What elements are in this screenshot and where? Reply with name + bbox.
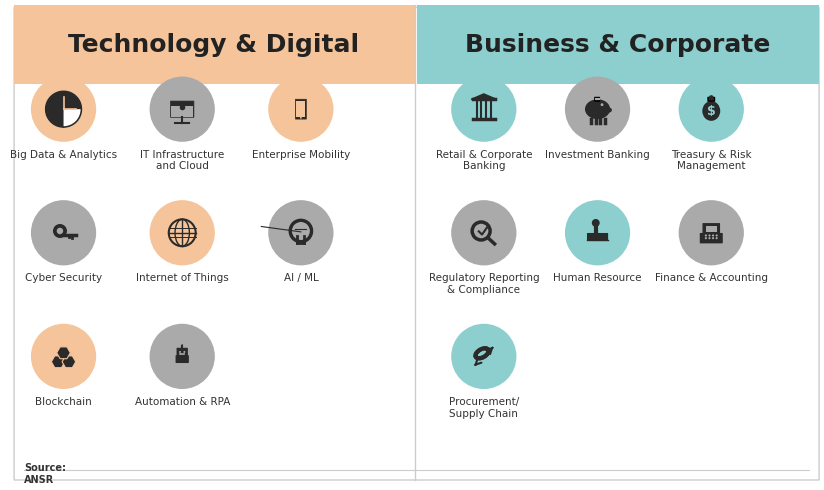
Circle shape	[679, 200, 744, 266]
Circle shape	[269, 76, 334, 142]
Text: Internet of Things: Internet of Things	[136, 273, 228, 283]
Circle shape	[452, 76, 517, 142]
Text: Human Resource: Human Resource	[553, 273, 642, 283]
FancyBboxPatch shape	[14, 7, 819, 480]
Circle shape	[565, 76, 630, 142]
Circle shape	[709, 95, 714, 100]
Text: $: $	[707, 105, 715, 119]
Circle shape	[705, 237, 707, 239]
Circle shape	[300, 117, 302, 119]
Circle shape	[601, 103, 603, 106]
FancyBboxPatch shape	[176, 356, 188, 362]
FancyBboxPatch shape	[595, 98, 599, 101]
Polygon shape	[471, 94, 496, 99]
FancyBboxPatch shape	[171, 106, 193, 117]
Circle shape	[150, 324, 215, 389]
FancyBboxPatch shape	[417, 5, 819, 84]
Circle shape	[709, 237, 710, 239]
Text: IT Infrastructure
and Cloud: IT Infrastructure and Cloud	[140, 150, 224, 172]
Circle shape	[269, 200, 334, 266]
Circle shape	[712, 237, 714, 239]
Circle shape	[181, 344, 183, 346]
Circle shape	[679, 76, 744, 142]
Ellipse shape	[605, 107, 612, 113]
Text: Retail & Corporate
Banking: Retail & Corporate Banking	[436, 150, 532, 172]
Circle shape	[565, 200, 630, 266]
FancyBboxPatch shape	[706, 226, 717, 232]
Text: Enterprise Mobility: Enterprise Mobility	[252, 150, 350, 160]
Text: Source:
ANSR: Source: ANSR	[24, 463, 66, 485]
FancyBboxPatch shape	[171, 101, 194, 117]
Polygon shape	[57, 347, 70, 359]
Circle shape	[57, 228, 63, 234]
Text: Cyber Security: Cyber Security	[25, 273, 102, 283]
Text: Blockchain: Blockchain	[35, 397, 92, 407]
Wedge shape	[63, 109, 82, 127]
Text: Business & Corporate: Business & Corporate	[465, 33, 770, 57]
FancyBboxPatch shape	[296, 99, 307, 119]
Circle shape	[715, 237, 718, 239]
Circle shape	[54, 225, 66, 237]
Circle shape	[709, 234, 710, 237]
Text: Regulatory Reporting
& Compliance: Regulatory Reporting & Compliance	[428, 273, 539, 295]
FancyBboxPatch shape	[588, 234, 607, 240]
Wedge shape	[63, 109, 81, 126]
Circle shape	[715, 234, 718, 237]
FancyBboxPatch shape	[14, 5, 414, 84]
Circle shape	[592, 219, 600, 227]
Text: Investment Banking: Investment Banking	[545, 150, 650, 160]
FancyBboxPatch shape	[700, 234, 722, 243]
Polygon shape	[51, 356, 65, 368]
Circle shape	[452, 324, 517, 389]
Polygon shape	[62, 356, 76, 368]
Ellipse shape	[702, 101, 720, 121]
Ellipse shape	[585, 99, 610, 119]
Circle shape	[705, 234, 707, 237]
Wedge shape	[45, 91, 82, 127]
FancyBboxPatch shape	[177, 348, 187, 356]
Circle shape	[31, 76, 96, 142]
Text: Automation & RPA: Automation & RPA	[134, 397, 230, 407]
Text: AI / ML: AI / ML	[283, 273, 318, 283]
Circle shape	[150, 200, 215, 266]
Circle shape	[712, 234, 714, 237]
Circle shape	[184, 351, 185, 353]
Circle shape	[452, 200, 517, 266]
Text: Technology & Digital: Technology & Digital	[68, 33, 359, 57]
Text: Finance & Accounting: Finance & Accounting	[655, 273, 768, 283]
Circle shape	[31, 200, 96, 266]
FancyBboxPatch shape	[708, 98, 714, 101]
Circle shape	[289, 220, 312, 243]
Circle shape	[150, 76, 215, 142]
Circle shape	[179, 351, 181, 353]
Text: Treasury & Risk
Management: Treasury & Risk Management	[671, 150, 751, 172]
Circle shape	[292, 222, 310, 240]
FancyBboxPatch shape	[297, 101, 306, 117]
Text: Big Data & Analytics: Big Data & Analytics	[10, 150, 117, 160]
Circle shape	[31, 324, 96, 389]
FancyBboxPatch shape	[703, 224, 719, 234]
Text: Procurement/
Supply Chain: Procurement/ Supply Chain	[449, 397, 519, 418]
